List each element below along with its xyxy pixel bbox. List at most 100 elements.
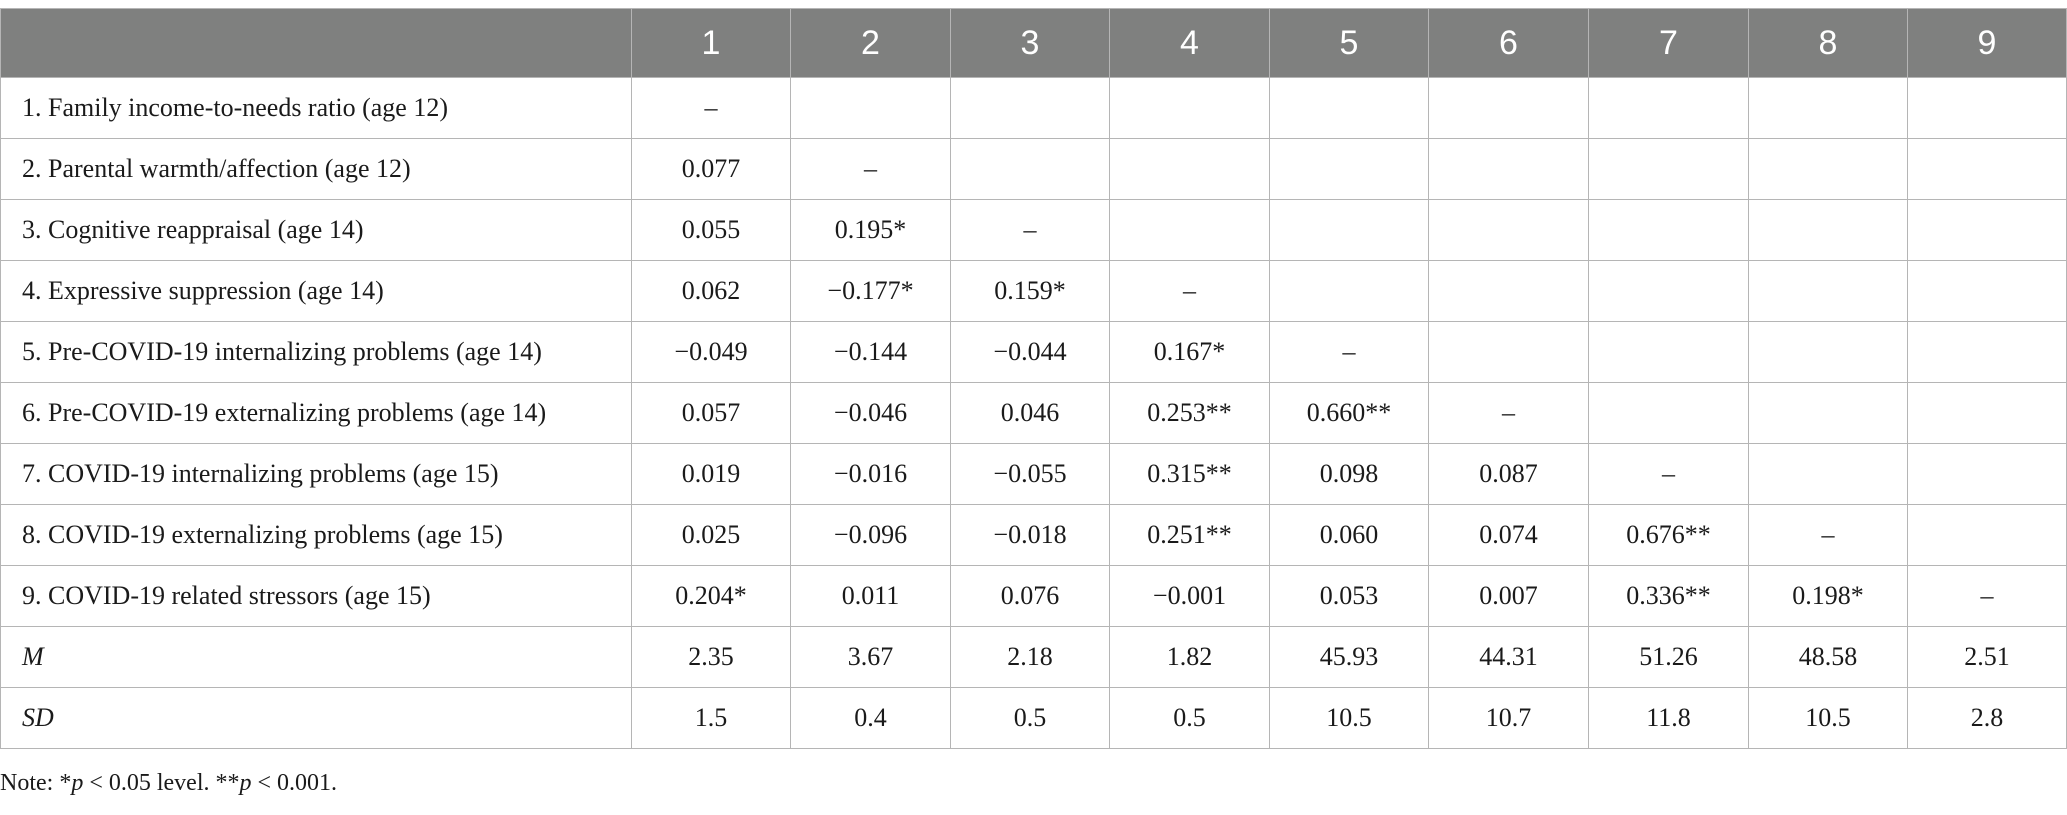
table-cell — [1428, 321, 1589, 383]
table-cell: 45.93 — [1269, 626, 1429, 688]
table-row: 5. Pre-COVID-19 internalizing problems (… — [0, 321, 2067, 383]
header-cell-6: 6 — [1428, 8, 1589, 78]
table-row: 1. Family income-to-needs ratio (age 12)… — [0, 77, 2067, 139]
table-cell: 0.055 — [631, 199, 791, 261]
table-cell: −0.046 — [790, 382, 951, 444]
table-cell: 1.5 — [631, 687, 791, 749]
table-row: 3. Cognitive reappraisal (age 14) 0.055 0.… — [0, 199, 2067, 261]
table-row: SD 1.5 0.4 0.5 0.5 10.5 10.7 11.8 10.5 2.8 — [0, 687, 2067, 749]
table-row: 2. Parental warmth/affection (age 12) 0.0… — [0, 138, 2067, 200]
table-cell — [1748, 382, 1908, 444]
table-cell — [1748, 199, 1908, 261]
table-cell: 0.062 — [631, 260, 791, 322]
table-cell: 0.025 — [631, 504, 791, 566]
table-cell: – — [1428, 382, 1589, 444]
table-cell: 0.195* — [790, 199, 951, 261]
header-cell-8: 8 — [1748, 8, 1908, 78]
table-cell: – — [1109, 260, 1270, 322]
header-cell-7: 7 — [1588, 8, 1749, 78]
table-row: 9. COVID-19 related stressors (age 15) 0.… — [0, 565, 2067, 627]
row-label: 8. COVID-19 externalizing problems (age … — [0, 504, 632, 566]
table-cell — [790, 77, 951, 139]
table-cell — [1907, 504, 2067, 566]
table-cell: 10.7 — [1428, 687, 1589, 749]
row-label: 5. Pre-COVID-19 internalizing problems (… — [0, 321, 632, 383]
table-cell: 2.8 — [1907, 687, 2067, 749]
table-cell: 0.4 — [790, 687, 951, 749]
table-cell: 0.660** — [1269, 382, 1429, 444]
table-cell — [1588, 382, 1749, 444]
table-row: 8. COVID-19 externalizing problems (age … — [0, 504, 2067, 566]
table-cell: 0.167* — [1109, 321, 1270, 383]
table-cell — [1907, 321, 2067, 383]
table-cell: 0.087 — [1428, 443, 1589, 505]
table-cell — [1269, 77, 1429, 139]
table-cell: 0.336** — [1588, 565, 1749, 627]
note-text: < 0.001. — [251, 770, 338, 796]
table-cell — [950, 138, 1110, 200]
table-cell: – — [790, 138, 951, 200]
table-cell: 0.074 — [1428, 504, 1589, 566]
table-cell: 2.35 — [631, 626, 791, 688]
table-cell — [1428, 260, 1589, 322]
table-cell — [1269, 199, 1429, 261]
table-cell: 0.046 — [950, 382, 1110, 444]
table-cell: 0.007 — [1428, 565, 1589, 627]
table-cell — [1588, 77, 1749, 139]
table-cell: 44.31 — [1428, 626, 1589, 688]
table-cell: −0.001 — [1109, 565, 1270, 627]
table-cell — [1907, 199, 2067, 261]
table-cell: 10.5 — [1748, 687, 1908, 749]
table-cell — [1748, 321, 1908, 383]
table-cell: 51.26 — [1588, 626, 1749, 688]
row-label: 4. Expressive suppression (age 14) — [0, 260, 632, 322]
table-cell — [1109, 138, 1270, 200]
table-cell: 0.011 — [790, 565, 951, 627]
table-cell: 0.5 — [950, 687, 1110, 749]
table-cell — [1588, 321, 1749, 383]
table-cell — [1907, 443, 2067, 505]
table-cell — [1907, 77, 2067, 139]
table-cell: 0.053 — [1269, 565, 1429, 627]
table-cell — [1428, 138, 1589, 200]
table-cell — [1269, 260, 1429, 322]
table-cell: – — [1748, 504, 1908, 566]
table-cell: 2.51 — [1907, 626, 2067, 688]
header-cell-9: 9 — [1907, 8, 2067, 78]
table-cell: 0.076 — [950, 565, 1110, 627]
header-cell-2: 2 — [790, 8, 951, 78]
table-row: 7. COVID-19 internalizing problems (age … — [0, 443, 2067, 505]
table-cell: −0.016 — [790, 443, 951, 505]
table-cell: – — [1588, 443, 1749, 505]
row-label: 2. Parental warmth/affection (age 12) — [0, 138, 632, 200]
table-cell: 0.159* — [950, 260, 1110, 322]
table-cell: −0.055 — [950, 443, 1110, 505]
table-cell: 11.8 — [1588, 687, 1749, 749]
table-cell — [1748, 260, 1908, 322]
table-cell: – — [950, 199, 1110, 261]
table-cell: 1.82 — [1109, 626, 1270, 688]
table-note: Note: *p < 0.05 level. **p < 0.001. — [0, 770, 337, 797]
table-cell — [950, 77, 1110, 139]
table-cell: −0.144 — [790, 321, 951, 383]
table-cell: – — [1907, 565, 2067, 627]
table-row: M 2.35 3.67 2.18 1.82 45.93 44.31 51.26 48.58 2.5… — [0, 626, 2067, 688]
row-label: SD — [0, 687, 632, 749]
table-cell: 0.077 — [631, 138, 791, 200]
table-cell — [1907, 382, 2067, 444]
row-label: 1. Family income-to-needs ratio (age 12) — [0, 77, 632, 139]
table-cell: 0.676** — [1588, 504, 1749, 566]
note-text: < 0.05 level. ** — [83, 770, 240, 796]
header-cell-variable — [0, 8, 632, 78]
table-cell: 10.5 — [1269, 687, 1429, 749]
header-cell-3: 3 — [950, 8, 1110, 78]
row-label: M — [0, 626, 632, 688]
table-cell: 0.204* — [631, 565, 791, 627]
note-p-symbol: p — [71, 770, 84, 796]
table-cell: – — [631, 77, 791, 139]
table-cell: −0.049 — [631, 321, 791, 383]
table-cell: 0.253** — [1109, 382, 1270, 444]
table-cell: 0.019 — [631, 443, 791, 505]
